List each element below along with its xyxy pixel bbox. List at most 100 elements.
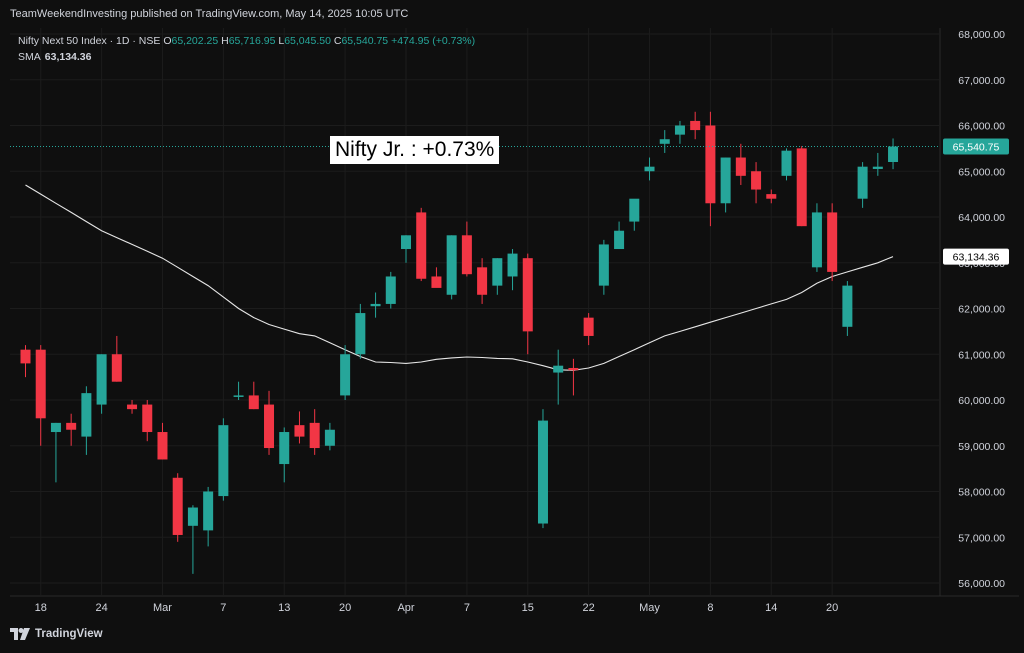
candle <box>279 427 290 483</box>
low-label: L <box>278 35 285 47</box>
x-tick-label: 8 <box>707 602 713 614</box>
candle-body <box>324 429 335 446</box>
candle-body <box>872 166 883 169</box>
candle-body <box>477 267 488 295</box>
candle-body <box>370 303 381 307</box>
published-by: TeamWeekendInvesting published on Tradin… <box>10 8 409 20</box>
candle <box>735 143 746 185</box>
candle <box>553 349 564 405</box>
candle <box>355 303 366 359</box>
candle <box>218 418 229 501</box>
candle <box>370 292 381 318</box>
candle <box>461 221 472 277</box>
candle-body <box>66 422 77 430</box>
candle <box>507 249 518 291</box>
candle <box>324 422 335 451</box>
candle <box>66 413 77 446</box>
candles <box>20 111 899 574</box>
low-value: 65,045.50 <box>284 35 331 47</box>
ohlc-legend: Nifty Next 50 Index · 1D · NSE O65,202.2… <box>18 35 475 47</box>
x-tick-label: 7 <box>220 602 226 614</box>
candle <box>766 189 777 204</box>
candle-body <box>142 404 153 433</box>
candle <box>340 345 351 400</box>
candle <box>811 203 822 272</box>
candle <box>111 335 122 382</box>
close-label: C <box>333 35 342 47</box>
candle <box>690 111 701 140</box>
y-tick-label: 64,000.00 <box>958 212 1005 224</box>
candle-body <box>416 212 427 279</box>
candle <box>644 157 655 181</box>
x-tick-label: 18 <box>35 602 47 614</box>
candle-body <box>568 367 579 371</box>
candle <box>416 207 427 282</box>
candle <box>157 422 168 460</box>
candle-body <box>218 425 229 497</box>
candle-body <box>96 354 107 405</box>
candle <box>614 221 625 250</box>
price-axis: 56,000.00 57,000.00 58,000.00 59,000.00 60,0… <box>958 29 1005 590</box>
candle-body <box>233 395 244 397</box>
candle <box>203 486 214 547</box>
candle-body <box>294 425 305 437</box>
y-tick-label: 67,000.00 <box>958 75 1005 87</box>
candle-body <box>644 166 655 172</box>
candle-body <box>705 125 716 204</box>
candle <box>629 198 640 231</box>
symbol-title[interactable]: Nifty Next 50 Index · 1D · NSE <box>18 35 161 47</box>
candle <box>857 162 868 208</box>
x-tick-label: 13 <box>278 602 290 614</box>
y-tick-label: 58,000.00 <box>958 487 1005 499</box>
candle-body <box>888 146 899 162</box>
x-tick-label: 24 <box>95 602 107 614</box>
candle-body <box>842 285 853 327</box>
sma-legend[interactable]: SMA 63,134.36 <box>18 51 91 63</box>
x-tick-label: Apr <box>397 602 414 614</box>
sma-label: SMA <box>18 51 41 63</box>
y-tick-label: 60,000.00 <box>958 395 1005 407</box>
tradingview-logo-icon <box>10 628 30 640</box>
candle <box>872 152 883 176</box>
x-tick-label: 20 <box>339 602 351 614</box>
candle-body <box>20 349 31 364</box>
candle-body <box>340 354 351 396</box>
candle <box>674 120 685 144</box>
candle-body <box>507 253 518 277</box>
candle <box>142 400 153 442</box>
candle-body <box>796 148 807 227</box>
candle-body <box>857 166 868 199</box>
candle-body <box>248 395 259 410</box>
candle <box>248 381 259 410</box>
annotation-label[interactable]: Nifty Jr. : +0.73% <box>330 136 500 164</box>
candle <box>294 411 305 444</box>
candle-body <box>35 349 46 419</box>
candle-body <box>111 354 122 382</box>
y-tick-label: 56,000.00 <box>958 578 1005 590</box>
high-label: H <box>221 35 229 47</box>
candle-body <box>583 317 594 336</box>
x-tick-label: 7 <box>464 602 470 614</box>
x-tick-label: 22 <box>583 602 595 614</box>
sma-price-tag <box>943 248 1009 265</box>
x-tick-label: 15 <box>522 602 534 614</box>
candle <box>598 239 609 295</box>
candle-body <box>492 258 503 286</box>
candle-body <box>522 258 533 332</box>
candle-body <box>735 157 746 176</box>
candle <box>537 409 548 529</box>
candle <box>401 235 411 263</box>
candle-body <box>690 120 701 131</box>
candle <box>583 313 594 346</box>
sma-value: 63,134.36 <box>44 51 92 63</box>
x-tick-label: Mar <box>153 602 172 614</box>
y-tick-label: 61,000.00 <box>958 349 1005 361</box>
candle-body <box>172 477 183 535</box>
candle-body <box>537 420 548 524</box>
candle <box>35 345 46 446</box>
candle <box>96 354 107 414</box>
tradingview-footer[interactable]: TradingView <box>10 628 103 640</box>
candle-body <box>720 157 731 204</box>
candle <box>842 281 853 336</box>
